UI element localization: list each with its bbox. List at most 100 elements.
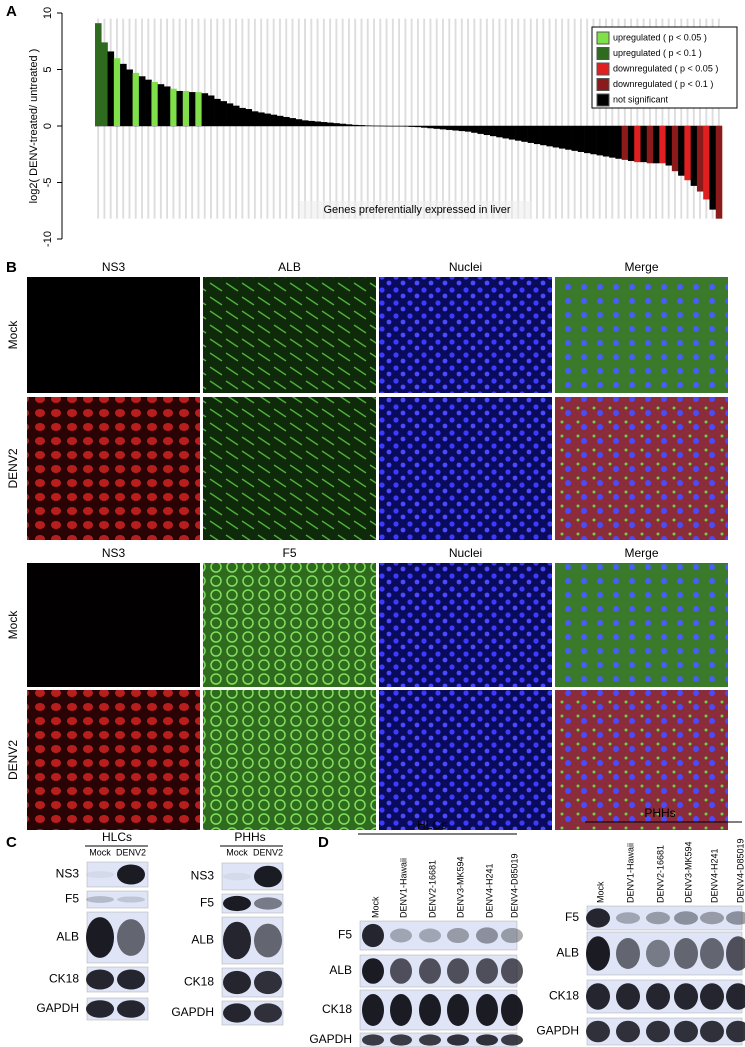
- row-label: Mock: [6, 320, 20, 350]
- band: [117, 896, 145, 903]
- bg-bar: [404, 18, 407, 219]
- bg-bar: [655, 18, 658, 219]
- band: [117, 919, 145, 956]
- legend-label: not significant: [613, 94, 669, 104]
- y-tick-label: 10: [42, 7, 54, 19]
- band-label: CK18: [549, 989, 579, 1003]
- bar: [558, 126, 566, 149]
- band: [117, 864, 145, 885]
- lane-label: Mock: [226, 847, 248, 857]
- lane-label: DENV1-Hawaii: [625, 843, 635, 903]
- bar: [433, 126, 441, 129]
- bg-bar: [667, 18, 670, 219]
- bar: [496, 126, 503, 138]
- band: [254, 923, 282, 958]
- band: [616, 912, 640, 924]
- bar: [295, 119, 303, 126]
- micrograph: [203, 277, 376, 393]
- band: [362, 923, 384, 948]
- bar: [671, 126, 679, 172]
- micrograph: [27, 690, 200, 830]
- bar: [245, 109, 253, 126]
- band: [86, 917, 114, 958]
- bar: [101, 42, 108, 126]
- lane-label: DENV1-Hawaii: [398, 858, 408, 918]
- bar: [621, 126, 629, 160]
- bg-bar: [304, 18, 306, 219]
- band-label: GAPDH: [36, 1001, 79, 1015]
- bg-bar: [485, 18, 488, 219]
- legend-swatch: [596, 47, 610, 60]
- band: [646, 911, 670, 925]
- bg-bar: [341, 18, 344, 219]
- annotation-bg: [300, 201, 532, 219]
- row-label: Mock: [6, 610, 20, 640]
- bg-bar: [385, 18, 388, 219]
- band: [447, 994, 469, 1026]
- band: [616, 1020, 640, 1043]
- bg-bar: [398, 18, 401, 219]
- bar: [358, 125, 365, 126]
- bg-bar: [504, 18, 507, 219]
- bg-bar: [316, 18, 319, 219]
- bg-bar: [310, 18, 313, 219]
- band: [362, 1034, 384, 1046]
- bg-bar: [636, 18, 639, 219]
- bar: [370, 125, 378, 127]
- bg-bar: [297, 18, 300, 219]
- bar: [163, 86, 171, 126]
- bg-bar: [391, 18, 394, 219]
- bar: [615, 126, 622, 159]
- legend-label: downregulated ( p < 0.1 ): [613, 79, 713, 89]
- y-tick-label: 0: [42, 123, 54, 129]
- micrograph: [379, 690, 552, 830]
- bg-bar: [360, 18, 363, 219]
- band: [674, 983, 698, 1010]
- bg-bar: [329, 18, 332, 219]
- bg-bar: [573, 18, 576, 219]
- band: [726, 911, 745, 925]
- lane-label: DENV2: [116, 847, 146, 857]
- lane-label: DENV4-H241: [484, 863, 494, 918]
- bg-bar: [460, 18, 463, 219]
- bar: [483, 126, 491, 136]
- band: [390, 958, 412, 984]
- band: [117, 969, 145, 990]
- band: [390, 994, 412, 1026]
- bg-bar: [692, 18, 695, 219]
- bar: [665, 126, 673, 166]
- lane-label: DENV4-D85019: [509, 853, 519, 918]
- band: [362, 994, 384, 1026]
- bar: [314, 121, 322, 126]
- panel-label: D: [318, 834, 329, 851]
- bar: [383, 125, 390, 127]
- band: [586, 1020, 610, 1043]
- band: [726, 936, 745, 971]
- bar: [251, 111, 259, 126]
- bg-bar: [561, 18, 564, 219]
- blot-title: HLCs: [417, 818, 447, 832]
- band: [390, 1034, 412, 1046]
- bar: [264, 113, 271, 126]
- band: [447, 958, 469, 984]
- lane-label: DENV3-MK594: [683, 841, 693, 903]
- bar: [138, 76, 146, 126]
- bar: [364, 125, 372, 126]
- bar: [565, 126, 572, 150]
- bg-bar: [699, 18, 701, 219]
- bar: [389, 126, 397, 127]
- bar: [684, 126, 691, 181]
- bar: [320, 122, 328, 126]
- bar: [189, 92, 196, 126]
- micrograph: [379, 277, 552, 393]
- band: [419, 958, 441, 984]
- blot-strip: [359, 920, 518, 951]
- band: [223, 895, 251, 912]
- blot-title: PHHs: [644, 806, 675, 820]
- bar: [709, 126, 717, 210]
- bar: [345, 124, 353, 126]
- bar: [220, 101, 227, 126]
- bg-bar: [442, 18, 444, 219]
- band-label: ALB: [56, 930, 79, 944]
- bar: [395, 126, 403, 127]
